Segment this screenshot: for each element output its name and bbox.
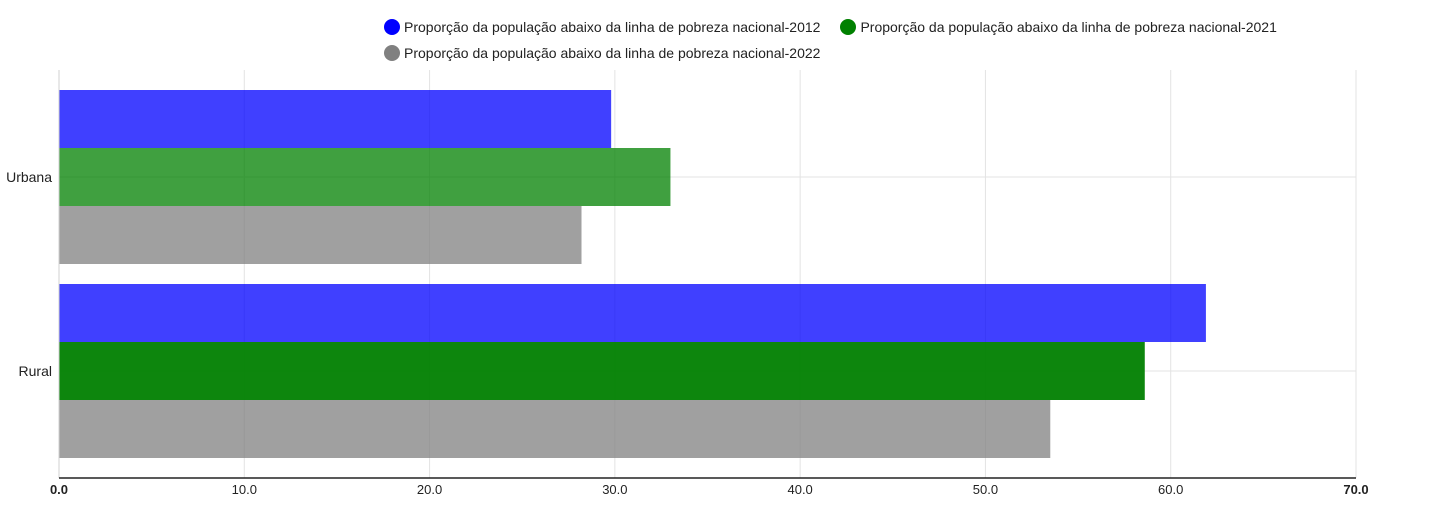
legend-item-2021[interactable]: Proporção da população abaixo da linha d… bbox=[840, 14, 1277, 40]
legend-item-2022[interactable]: Proporção da população abaixo da linha d… bbox=[384, 40, 820, 66]
x-tick-label-7: 70.0 bbox=[1343, 482, 1368, 497]
category-label-rural: Rural bbox=[19, 363, 52, 379]
x-tick-label-5: 50.0 bbox=[973, 482, 998, 497]
bar-rural-2 bbox=[59, 342, 1145, 400]
bar-urbana-2 bbox=[59, 148, 671, 206]
x-tick-label-1: 10.0 bbox=[232, 482, 257, 497]
legend-row-2: Proporção da população abaixo da linha d… bbox=[384, 40, 1384, 66]
legend-row-1: Proporção da população abaixo da linha d… bbox=[384, 14, 1384, 40]
legend-label-2022: Proporção da população abaixo da linha d… bbox=[404, 45, 821, 61]
legend-swatch-2012 bbox=[384, 19, 400, 35]
legend-swatch-2022 bbox=[384, 45, 400, 61]
category-label-urbana: Urbana bbox=[6, 169, 52, 185]
bar-urbana-3 bbox=[59, 206, 582, 264]
legend: Proporção da população abaixo da linha d… bbox=[384, 14, 1384, 66]
bar-urbana-1 bbox=[59, 90, 612, 148]
x-tick-label-4: 40.0 bbox=[787, 482, 812, 497]
legend-label-2012: Proporção da população abaixo da linha d… bbox=[404, 19, 821, 35]
bar-rural-3 bbox=[59, 400, 1051, 458]
legend-swatch-2021 bbox=[840, 19, 857, 35]
x-tick-label-3: 30.0 bbox=[602, 482, 627, 497]
x-tick-label-6: 60.0 bbox=[1158, 482, 1183, 497]
legend-label-2021: Proporção da população abaixo da linha d… bbox=[860, 19, 1277, 35]
bar-rural-1 bbox=[59, 284, 1206, 342]
x-tick-label-0: 0.0 bbox=[50, 482, 68, 497]
x-tick-label-2: 20.0 bbox=[417, 482, 442, 497]
legend-item-2012[interactable]: Proporção da população abaixo da linha d… bbox=[384, 14, 820, 40]
